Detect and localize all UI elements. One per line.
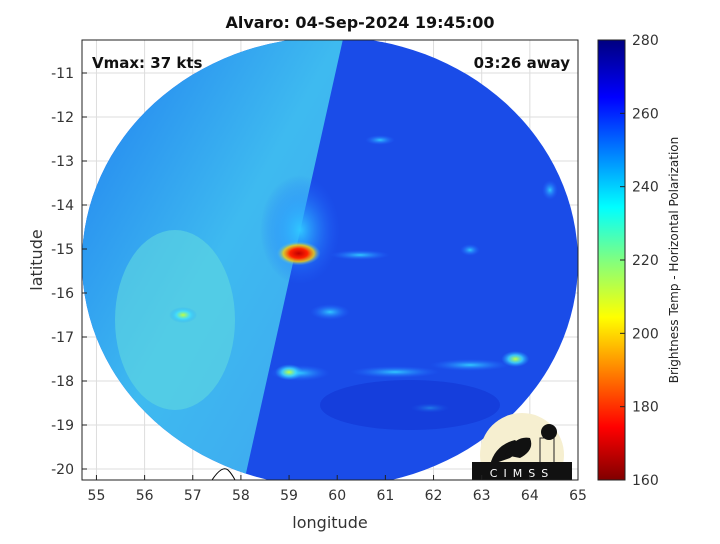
y-tick-label: -20	[51, 462, 74, 478]
x-tick-label: 56	[136, 488, 154, 504]
feature-mark	[501, 351, 530, 367]
cloud-band	[350, 366, 440, 378]
y-tick-label: -11	[51, 66, 74, 82]
cloud-band	[542, 180, 558, 200]
x-tick-label: 62	[425, 488, 443, 504]
logo-text: CIMSS	[490, 467, 554, 480]
colorbar-tick-label: 260	[632, 106, 659, 122]
colorbar-ticks: 160 180 200 220 240 260 280	[620, 33, 659, 489]
colorbar-label: Brightness Temp - Horizontal Polarizatio…	[667, 137, 681, 384]
y-tick-label: -14	[51, 198, 74, 214]
colorbar-tick-label: 160	[632, 473, 659, 489]
y-tick-label: -16	[51, 286, 74, 302]
cloud-band	[310, 304, 350, 320]
time-away-annotation: 03:26 away	[474, 54, 571, 72]
x-tick-label: 59	[280, 488, 298, 504]
vmax-annotation: Vmax: 37 kts	[92, 54, 202, 72]
x-tick-label: 60	[328, 488, 346, 504]
colorbar-tick-label: 280	[632, 33, 659, 49]
coastline	[211, 468, 236, 480]
x-axis-label: longitude	[292, 513, 367, 532]
cloud-band	[460, 244, 480, 256]
colorbar-tick-label: 200	[632, 326, 659, 342]
colorbar-tick-label: 220	[632, 253, 659, 269]
plot-frame	[81, 39, 579, 481]
cloud-band	[365, 135, 395, 145]
x-tick-label: 63	[473, 488, 491, 504]
x-tick-label: 61	[376, 488, 394, 504]
x-tick-label: 64	[521, 488, 539, 504]
y-ticks: -11 -12 -13 -14 -15 -16 -17 -18 -19 -20	[51, 66, 87, 478]
swath-image	[82, 40, 578, 480]
colorbar-tick-label: 180	[632, 400, 659, 416]
feature-mark	[276, 241, 321, 266]
chart-title: Alvaro: 04-Sep-2024 19:45:00	[225, 13, 494, 32]
x-tick-label: 57	[184, 488, 202, 504]
y-tick-label: -12	[51, 110, 74, 126]
cloud-band	[430, 359, 510, 371]
x-ticks: 55 56 57 58 59 60 61 62 63 64 65	[88, 475, 587, 504]
feature-mark	[275, 364, 304, 381]
y-tick-label: -13	[51, 154, 74, 170]
x-tick-label: 58	[232, 488, 250, 504]
y-tick-label: -18	[51, 374, 74, 390]
plot-area: CIMSS Vmax: 37 kts 03:26 away	[82, 40, 578, 480]
cloud-band	[330, 250, 390, 260]
colorbar-tick-label: 240	[632, 180, 659, 196]
x-tick-label: 65	[569, 488, 587, 504]
cimss-logo: CIMSS	[472, 413, 572, 480]
y-tick-label: -17	[51, 330, 74, 346]
y-axis-label: latitude	[27, 229, 46, 290]
feature-mark	[169, 307, 198, 323]
x-tick-label: 55	[88, 488, 106, 504]
y-tick-label: -19	[51, 418, 74, 434]
y-tick-label: -15	[51, 242, 74, 258]
